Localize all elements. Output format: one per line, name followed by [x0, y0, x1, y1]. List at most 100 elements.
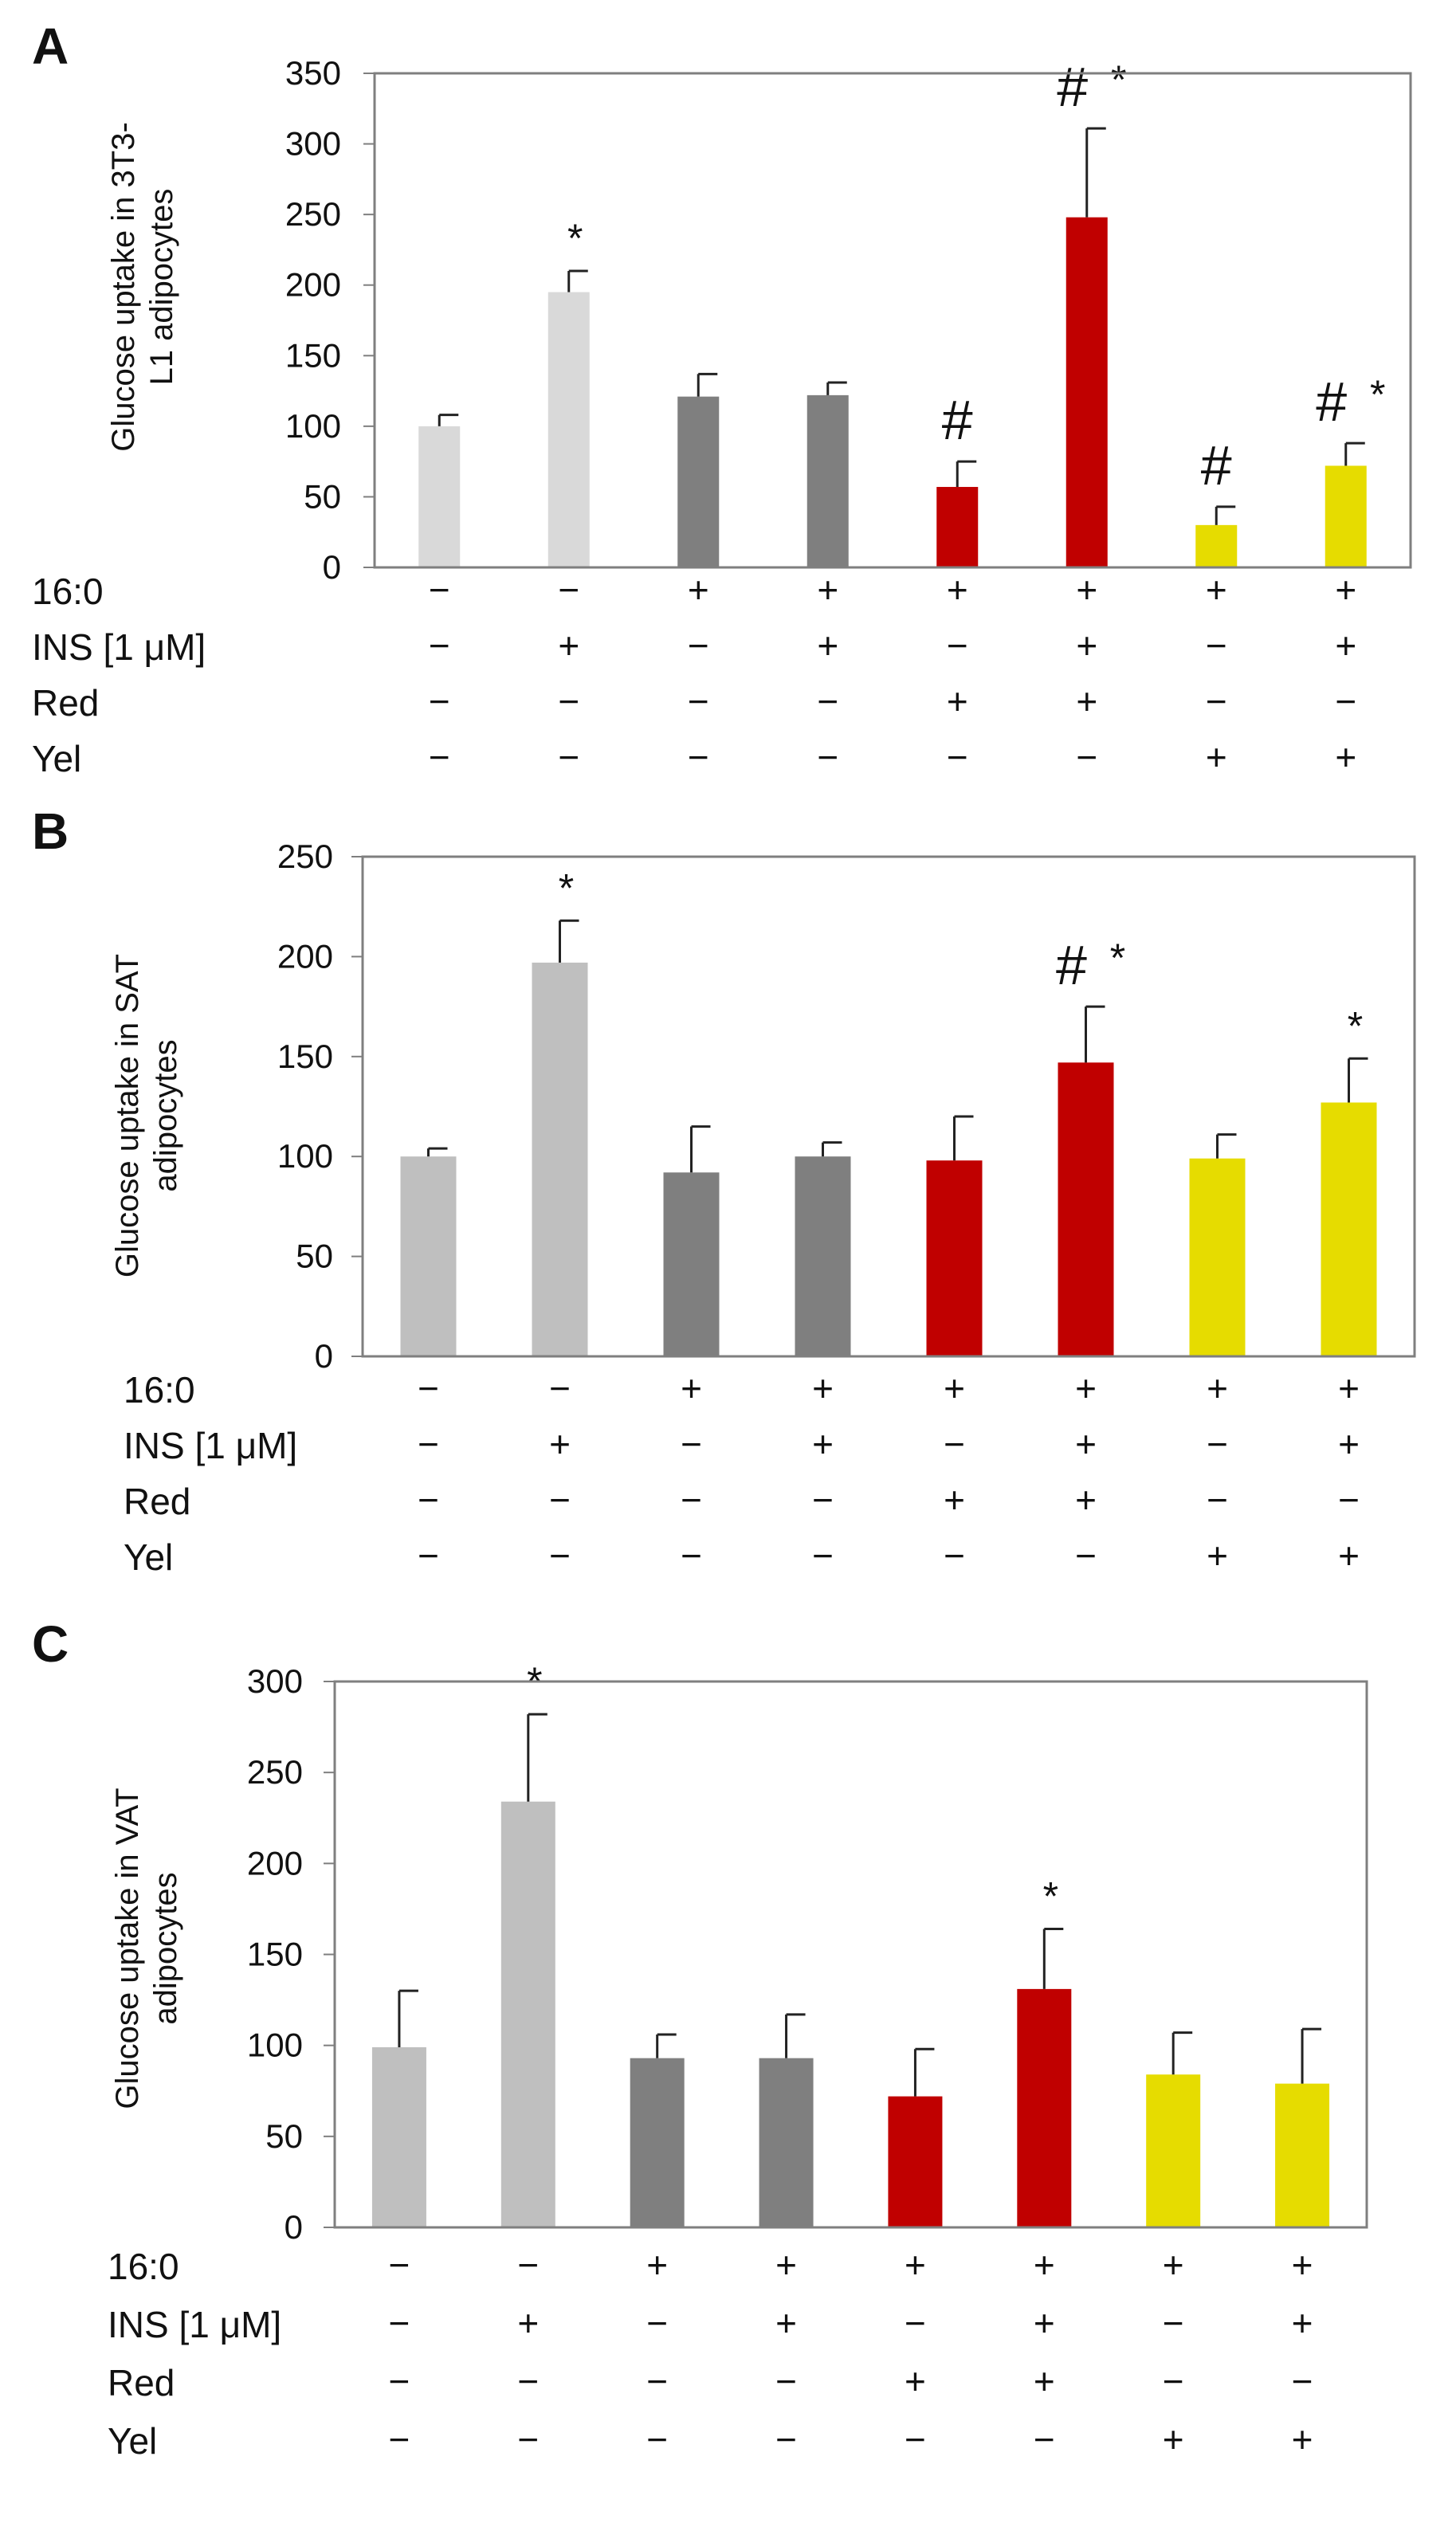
y-tick-label: 100	[277, 1137, 333, 1175]
condition-row-label: INS [1 μM]	[32, 626, 206, 668]
condition-sign: +	[817, 569, 838, 610]
condition-row-label: Red	[108, 2362, 175, 2403]
condition-sign: +	[1335, 625, 1356, 666]
significance-hash: #	[942, 389, 973, 451]
y-axis-title-line-2: adipocytes	[148, 1039, 183, 1191]
condition-sign: +	[775, 2302, 797, 2344]
condition-row-label: Yel	[124, 1536, 173, 1578]
condition-sign: −	[1034, 2419, 1055, 2460]
bar	[1058, 1062, 1114, 1356]
condition-sign: −	[558, 736, 579, 778]
condition-sign: −	[812, 1479, 834, 1521]
condition-sign: −	[947, 625, 968, 666]
bar	[759, 2058, 814, 2227]
y-tick-label: 150	[277, 1038, 333, 1075]
condition-row-label: 16:0	[32, 571, 104, 612]
condition-sign: −	[549, 1368, 571, 1409]
condition-sign: −	[389, 2244, 410, 2286]
y-tick-label: 200	[247, 1844, 303, 1882]
condition-sign: +	[1292, 2419, 1313, 2460]
condition-sign: +	[775, 2244, 797, 2286]
condition-sign: +	[1034, 2302, 1055, 2344]
significance-hash: #	[1316, 371, 1347, 433]
bar	[371, 2046, 426, 2227]
condition-sign: +	[646, 2244, 668, 2286]
condition-row-label: Red	[124, 1481, 190, 1522]
condition-sign: +	[1206, 569, 1227, 610]
condition-sign: +	[1163, 2419, 1184, 2460]
condition-sign: −	[1292, 2360, 1313, 2402]
condition-sign: −	[517, 2244, 539, 2286]
y-axis-title-line-1: Glucose uptake in VAT	[110, 1787, 145, 2109]
significance-hash: #	[1201, 434, 1232, 496]
significance-hash: #	[1056, 934, 1087, 996]
condition-sign: −	[775, 2360, 797, 2402]
bar	[1146, 2074, 1201, 2227]
condition-sign: +	[1207, 1535, 1228, 1576]
y-axis-title-line-2: adipocytes	[148, 1872, 183, 2024]
bar	[677, 396, 720, 567]
condition-sign: +	[1076, 681, 1097, 722]
condition-sign: +	[905, 2360, 926, 2402]
condition-sign: +	[1034, 2360, 1055, 2402]
condition-sign: +	[1338, 1368, 1360, 1409]
y-axis-title-line-1: Glucose uptake in SAT	[110, 954, 145, 1277]
bar	[630, 2058, 685, 2227]
condition-sign: −	[418, 1368, 439, 1409]
bar	[532, 962, 588, 1356]
condition-sign: +	[1076, 625, 1097, 666]
condition-sign: +	[947, 681, 968, 722]
y-tick-label: 50	[265, 2117, 303, 2155]
y-tick-label: 250	[285, 195, 341, 233]
condition-sign: −	[688, 625, 709, 666]
condition-sign: +	[1335, 569, 1356, 610]
condition-sign: +	[1338, 1535, 1360, 1576]
y-tick-label: 300	[285, 125, 341, 163]
condition-table-c: 16:0 − − + + + + + + INS [1 μM] − + − + − + − + Red − − − − + + −…	[108, 2244, 1313, 2462]
condition-sign: −	[688, 681, 709, 722]
bar	[795, 1156, 851, 1356]
bar	[1017, 1988, 1072, 2227]
condition-table-b: 16:0 − − + + + + + + INS [1 μM] − + − + − + − + Red − − − − + + −…	[124, 1368, 1360, 1578]
y-tick-label: 200	[285, 266, 341, 304]
bar	[1321, 1102, 1377, 1356]
y-tick-label: 200	[277, 937, 333, 975]
condition-row-label: 16:0	[108, 2246, 179, 2287]
condition-sign: −	[1206, 681, 1227, 722]
condition-sign: −	[429, 569, 450, 610]
y-tick-label: 0	[323, 548, 341, 586]
bar	[1189, 1158, 1246, 1356]
bar	[888, 2096, 943, 2227]
condition-sign: +	[681, 1368, 702, 1409]
y-tick-label: 250	[277, 838, 333, 875]
condition-row-label: INS [1 μM]	[108, 2304, 281, 2345]
condition-sign: −	[517, 2360, 539, 2402]
significance-star: *	[1110, 936, 1125, 980]
condition-sign: −	[549, 1535, 571, 1576]
y-tick-label: 250	[247, 1753, 303, 1791]
condition-sign: −	[1335, 681, 1356, 722]
condition-sign: +	[1206, 736, 1227, 778]
significance-star: *	[559, 865, 574, 910]
condition-sign: +	[947, 569, 968, 610]
bar	[547, 292, 590, 567]
y-tick-label: 100	[247, 2027, 303, 2064]
y-tick-label: 100	[285, 407, 341, 445]
condition-sign: +	[517, 2302, 539, 2344]
condition-row-label: Yel	[32, 738, 81, 779]
condition-sign: +	[817, 625, 838, 666]
bar	[418, 426, 461, 567]
condition-sign: +	[905, 2244, 926, 2286]
condition-sign: −	[646, 2302, 668, 2344]
condition-sign: −	[905, 2302, 926, 2344]
y-tick-label: 50	[304, 477, 341, 515]
condition-sign: +	[1292, 2244, 1313, 2286]
condition-sign: +	[1034, 2244, 1055, 2286]
condition-sign: −	[549, 1479, 571, 1521]
significance-star: *	[1043, 1874, 1058, 1919]
condition-sign: +	[688, 569, 709, 610]
condition-sign: −	[1207, 1423, 1228, 1465]
condition-sign: +	[1075, 1368, 1097, 1409]
condition-sign: −	[905, 2419, 926, 2460]
panel-letter-a: A	[32, 18, 69, 75]
